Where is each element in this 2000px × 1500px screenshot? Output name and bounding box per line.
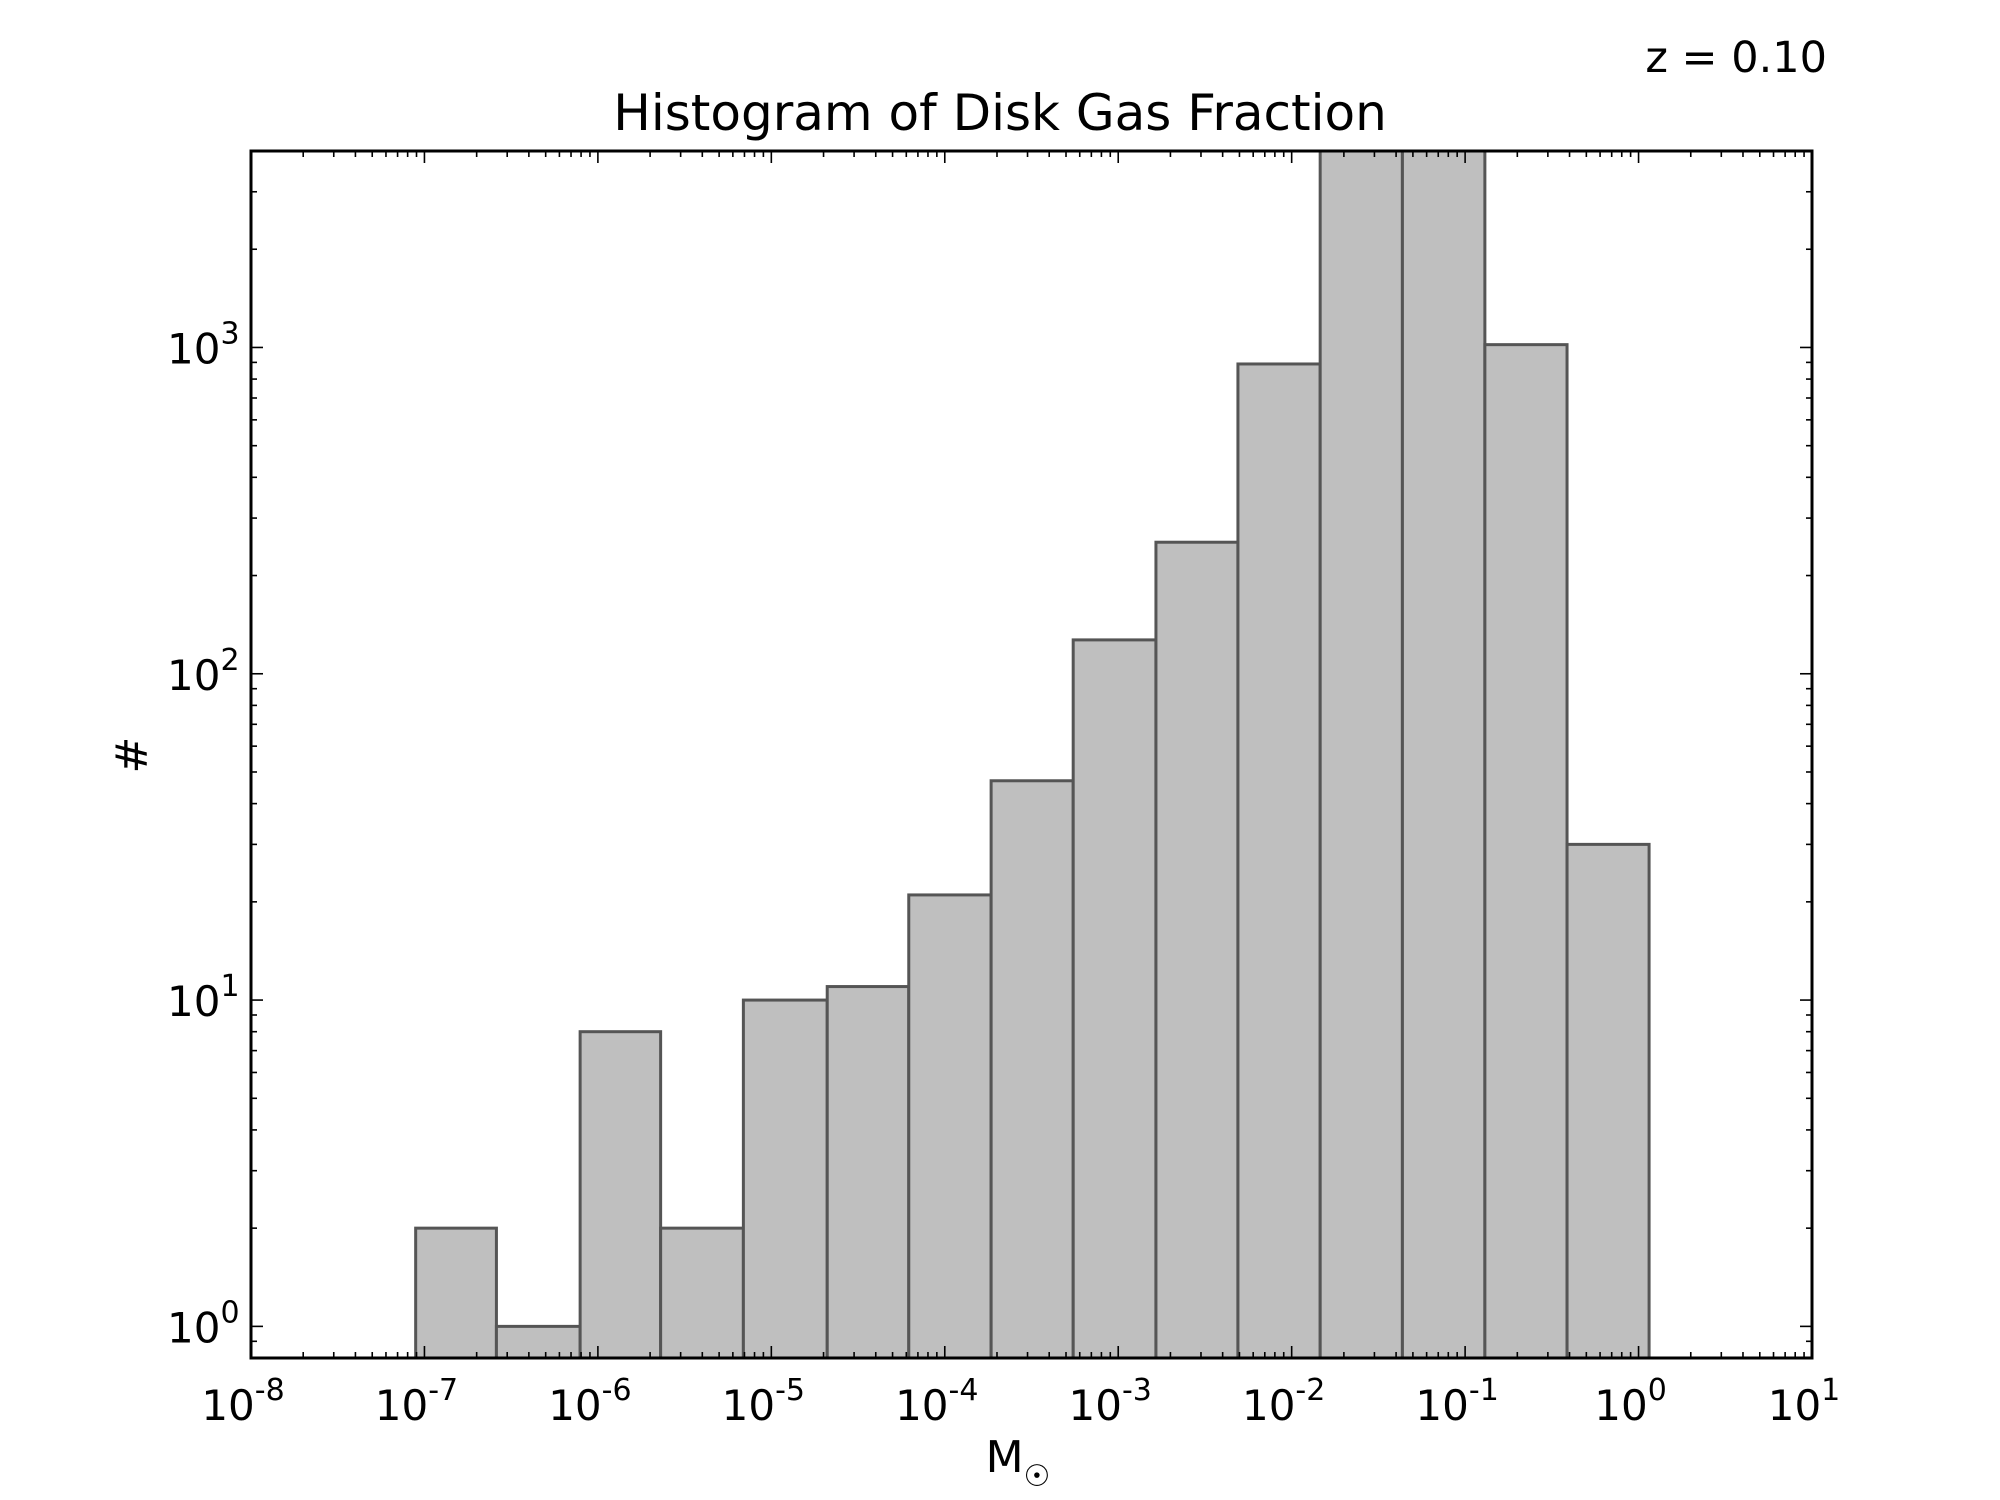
y-tick-label-exponent: 2 bbox=[220, 643, 239, 678]
x-tick-label-exponent: -3 bbox=[1122, 1373, 1152, 1408]
x-tick-label-base: 10 bbox=[1242, 1381, 1295, 1430]
y-axis-label: # bbox=[107, 737, 158, 774]
histogram-bar bbox=[1236, 362, 1322, 1360]
y-tick-label-base: 10 bbox=[167, 977, 220, 1026]
x-tick-label: 10-7 bbox=[375, 1373, 458, 1430]
x-tick-label: 100 bbox=[1594, 1373, 1667, 1430]
histogram-bar bbox=[1400, 149, 1487, 1360]
y-tick-label: 103 bbox=[167, 316, 240, 373]
histogram-bar bbox=[659, 1226, 745, 1360]
histogram-bar bbox=[1318, 149, 1404, 1360]
histogram-bar bbox=[825, 985, 911, 1360]
x-tick-label: 10-5 bbox=[722, 1373, 805, 1430]
x-tick-label-exponent: -4 bbox=[949, 1373, 979, 1408]
tick-labels: 10-8 10-7 10-6 10-5 10-4 10-3 10-2 10-1 100 10110… bbox=[167, 316, 1840, 1430]
x-tick-label-exponent: -8 bbox=[255, 1373, 285, 1408]
y-tick-label-exponent: 3 bbox=[220, 316, 239, 351]
x-tick-label-exponent: -7 bbox=[428, 1373, 458, 1408]
x-tick-label: 101 bbox=[1768, 1373, 1841, 1430]
histogram-bar bbox=[1565, 842, 1651, 1360]
x-tick-label-exponent: -1 bbox=[1469, 1373, 1499, 1408]
y-tick-label-base: 10 bbox=[167, 1303, 220, 1352]
x-tick-label-exponent: -6 bbox=[602, 1373, 632, 1408]
x-tick-label: 10-1 bbox=[1415, 1373, 1498, 1430]
y-tick-label: 102 bbox=[167, 643, 240, 700]
x-tick-label-exponent: 0 bbox=[1648, 1373, 1667, 1408]
x-tick-label-base: 10 bbox=[895, 1381, 948, 1430]
x-tick-label: 10-8 bbox=[201, 1373, 284, 1430]
histogram-bar bbox=[414, 1226, 498, 1360]
histogram-bar bbox=[907, 893, 993, 1360]
plot-frame bbox=[249, 149, 1814, 1360]
histogram-bar bbox=[1154, 540, 1240, 1360]
x-tick-label: 10-6 bbox=[548, 1373, 631, 1430]
x-tick-label-exponent: -2 bbox=[1295, 1373, 1325, 1408]
x-tick-label-base: 10 bbox=[201, 1381, 254, 1430]
x-tick-label-exponent: 1 bbox=[1821, 1373, 1840, 1408]
histogram-bar bbox=[741, 998, 829, 1360]
x-tick-label-base: 10 bbox=[1594, 1381, 1647, 1430]
x-axis-label: M☉ bbox=[986, 1432, 1051, 1494]
x-tick-label-base: 10 bbox=[375, 1381, 428, 1430]
y-tick-label: 100 bbox=[167, 1295, 240, 1352]
y-tick-label: 101 bbox=[167, 969, 240, 1026]
x-tick-label-base: 10 bbox=[548, 1381, 601, 1430]
x-tick-label: 10-2 bbox=[1242, 1373, 1325, 1430]
x-tick-label-exponent: -5 bbox=[775, 1373, 805, 1408]
redshift-annotation: z = 0.10 bbox=[1645, 33, 1827, 83]
x-tick-label: 10-3 bbox=[1069, 1373, 1152, 1430]
x-tick-label-base: 10 bbox=[1768, 1381, 1821, 1430]
y-tick-label-base: 10 bbox=[167, 324, 220, 373]
histogram-bar bbox=[1483, 343, 1569, 1360]
x-tick-label-base: 10 bbox=[1415, 1381, 1468, 1430]
x-axis-label-subscript: ☉ bbox=[1024, 1459, 1051, 1494]
x-tick-label-base: 10 bbox=[722, 1381, 775, 1430]
histogram-bar bbox=[1071, 638, 1158, 1360]
x-tick-label: 10-4 bbox=[895, 1373, 978, 1430]
chart-title: Histogram of Disk Gas Fraction bbox=[613, 84, 1387, 142]
bars-layer bbox=[414, 149, 1651, 1360]
y-tick-label-exponent: 1 bbox=[220, 969, 239, 1004]
histogram-bar bbox=[578, 1030, 663, 1360]
y-tick-label-exponent: 0 bbox=[220, 1295, 239, 1330]
x-axis-label-main: M bbox=[986, 1432, 1024, 1483]
histogram-bar bbox=[989, 779, 1075, 1360]
x-tick-label-base: 10 bbox=[1069, 1381, 1122, 1430]
y-tick-label-base: 10 bbox=[167, 651, 220, 700]
histogram-bar bbox=[494, 1324, 582, 1360]
